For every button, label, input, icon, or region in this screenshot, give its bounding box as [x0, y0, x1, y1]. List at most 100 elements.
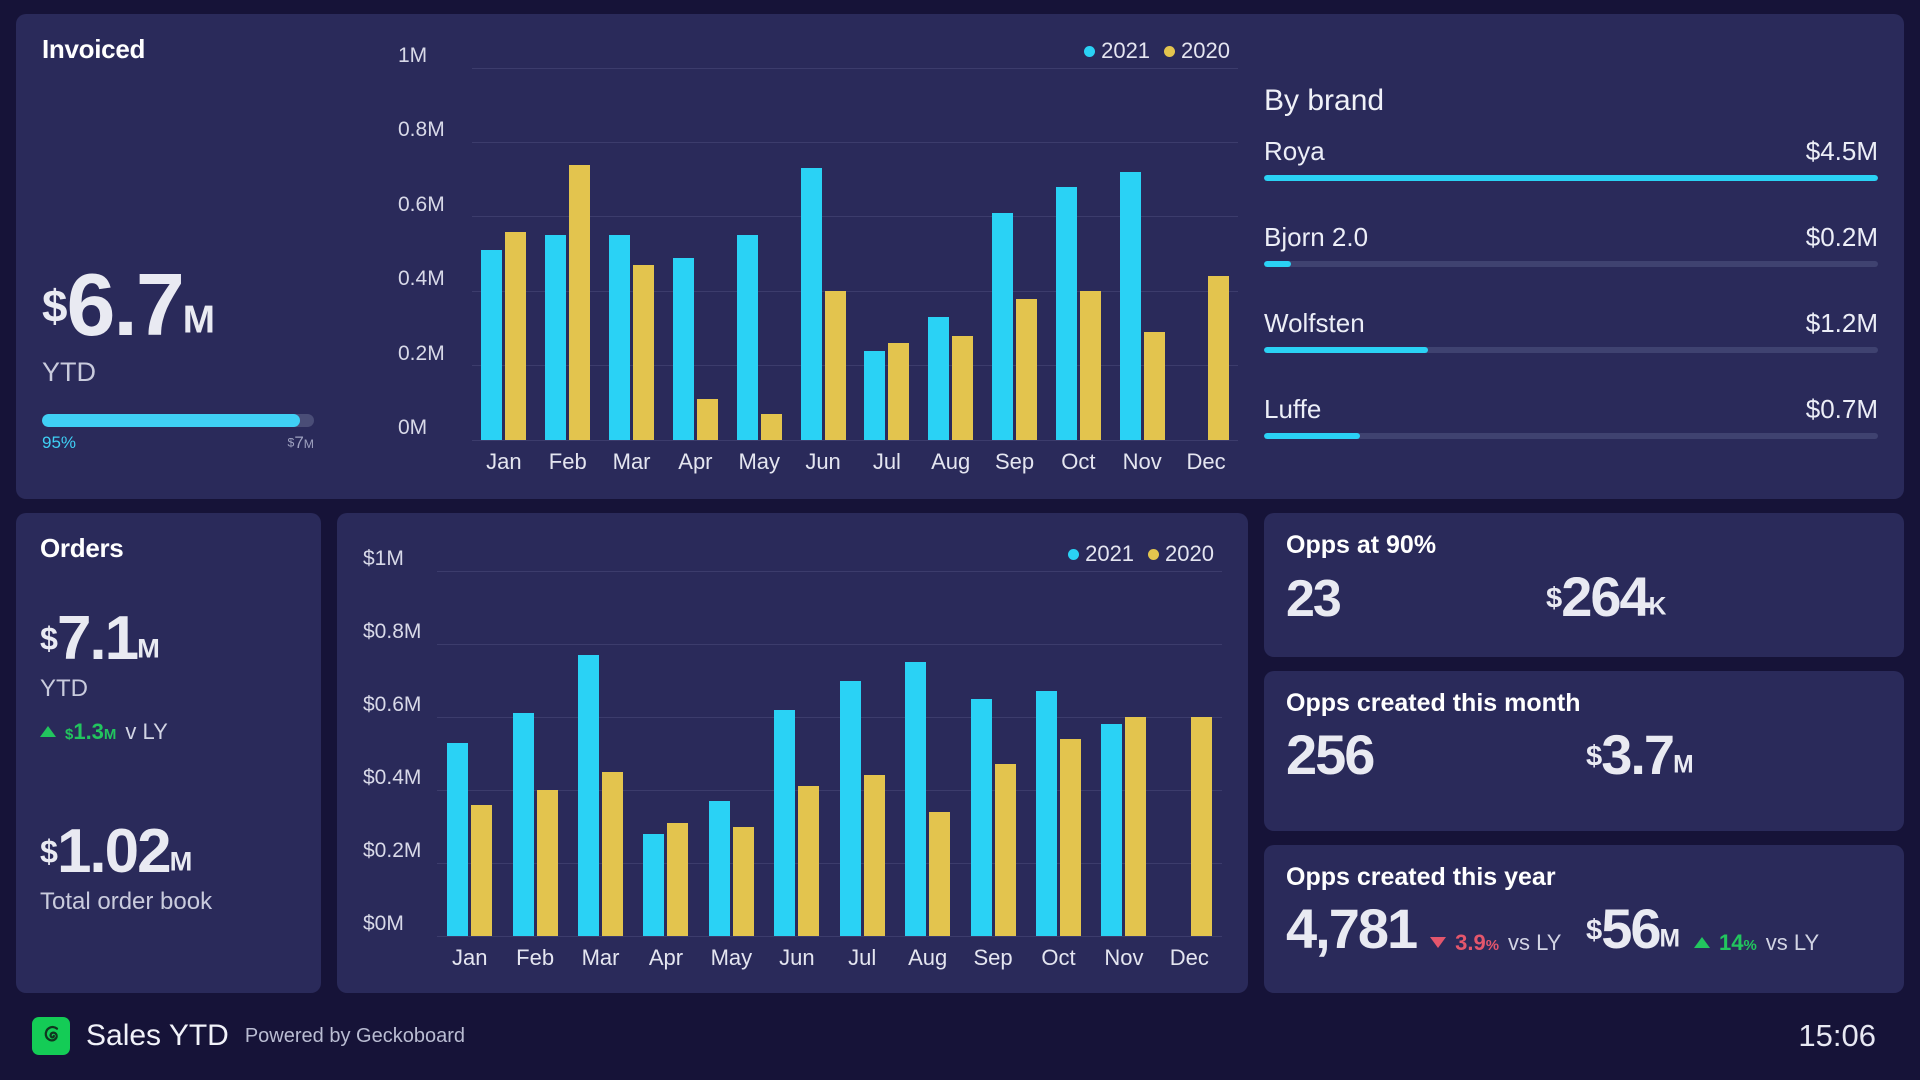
bar-2021 [970, 698, 992, 936]
x-axis-tick-label: Aug [931, 449, 971, 474]
gridline [472, 67, 1238, 69]
bar-2021 [1055, 187, 1077, 440]
bar-2020 [1207, 276, 1229, 440]
invoiced-value: $6.7M [42, 261, 372, 349]
gridline [437, 716, 1222, 718]
bar-2021 [992, 213, 1014, 440]
legend-label: 2021 [1085, 541, 1135, 566]
bar-group [663, 68, 727, 440]
progress-goal-currency: $ [287, 435, 295, 450]
brand-name: Luffe [1264, 394, 1322, 424]
legend-dot-icon [1164, 45, 1176, 57]
brand-value: $0.2M [1805, 222, 1878, 252]
bar-2021 [736, 235, 758, 440]
bar-group [895, 571, 960, 936]
opps-metric-1-value: 4,781 [1286, 897, 1418, 960]
invoiced-card: Invoiced $6.7M YTD 95% $7M [16, 14, 1904, 499]
bar-2021 [512, 713, 534, 936]
bar-2020 [1016, 298, 1038, 440]
progress-goal-value: 7 [294, 433, 304, 452]
opps-metric-1: 256 [1286, 726, 1586, 782]
bar-2020 [929, 811, 951, 936]
orders-kpi-1: $7.1M YTD $1.3M v LY [40, 608, 297, 745]
y-axis-tick-label: 0.8M [398, 118, 445, 142]
brand-head: Wolfsten $1.2M [1264, 308, 1878, 339]
bar-2021 [578, 654, 600, 936]
bar-group [633, 571, 698, 936]
y-axis-tick-label: $0M [363, 912, 404, 935]
orders-number: 7.1 [56, 604, 139, 673]
bar-2021 [839, 680, 861, 936]
x-axis-tick-label: Sep [973, 945, 1013, 970]
orders-chart: 2021 2020 $0M $0.2M $0.4M $0.6M $0.8M $1M Jan F… [363, 537, 1222, 971]
brand-name: Roya [1264, 136, 1325, 166]
bar-2021 [672, 257, 694, 440]
bar-2020 [505, 231, 527, 440]
brand-fill [1264, 347, 1428, 353]
brand-row: Luffe $0.7M [1264, 394, 1878, 439]
bar-2020 [798, 786, 820, 936]
bar-group [764, 571, 829, 936]
opps-card: Opps at 90% 23 $264K [1264, 513, 1904, 657]
bar-2020 [602, 771, 624, 936]
x-axis-tick-label: Dec [1186, 449, 1226, 474]
brand-value: $1.2M [1805, 308, 1878, 338]
x-axis-tick-label: May [738, 449, 780, 474]
gridline [472, 141, 1238, 143]
invoiced-progress: 95% $7M [42, 414, 314, 453]
y-axis-tick-label: 0.4M [398, 267, 445, 291]
footer-brand: Sales YTD Powered by Geckoboard [32, 1017, 465, 1055]
x-axis-tick-label: Apr [648, 945, 684, 970]
legend-dot-icon [1068, 548, 1080, 560]
x-axis-tick-label: Nov [1104, 945, 1144, 970]
x-axis-tick-label: Jan [486, 449, 522, 474]
bar-group [568, 571, 633, 936]
bar-2020 [667, 822, 689, 936]
orders-delta-suffix: M [103, 725, 117, 743]
x-axis-tick-label: Jan [451, 945, 488, 970]
bar-group [919, 68, 983, 440]
bar-2021 [447, 742, 469, 936]
opps-card: Opps created this year 4,781 3.9% vs LY $56M… [1264, 845, 1904, 993]
by-brand-list: Roya $4.5M Bjorn 2.0 $0.2M Wolfsten $1.2M Luff… [1264, 136, 1878, 475]
opps-metric-1: 23 [1286, 573, 1546, 625]
legend-item: 2021 [1068, 541, 1134, 567]
y-axis-tick-label: $1M [363, 547, 404, 570]
y-axis-tick-label: $0.6M [363, 693, 422, 716]
x-axis-tick-label: Jul [848, 945, 877, 970]
opps-delta: 14% vs LY [1694, 930, 1819, 956]
orders-suffix: M [137, 632, 160, 664]
opps-metric-2: $3.7M [1586, 727, 1694, 783]
legend-label: 2020 [1165, 541, 1214, 566]
bar-2020 [824, 291, 846, 440]
bar-2020 [1060, 738, 1081, 936]
gridline [437, 643, 1222, 645]
gridline [472, 365, 1238, 367]
opps-delta-value: 14% [1719, 929, 1757, 955]
chart-x-axis: Jan Feb Mar Apr May Jun Jul Aug Sep Oct Nov Dec [398, 449, 1238, 475]
progress-track [42, 414, 314, 427]
invoiced-chart: 2021 2020 0M 0.2M 0.4M 0.6M 0.8M 1M Jan Feb Mar A… [398, 34, 1238, 475]
y-axis-tick-label: $0.8M [363, 620, 422, 643]
bar-2021 [800, 168, 822, 440]
x-axis-tick-label: Mar [612, 449, 651, 474]
bar-2021 [643, 833, 665, 936]
y-axis-tick-label: $0.4M [363, 766, 422, 789]
top-row: Invoiced $6.7M YTD 95% $7M [16, 14, 1904, 499]
progress-goal-suffix: M [303, 437, 314, 451]
x-axis-tick-label: Dec [1169, 945, 1209, 970]
geckoboard-logo-icon [32, 1017, 70, 1055]
bar-group [1026, 571, 1091, 936]
bar-group [1157, 571, 1222, 936]
orders-delta-number: 1.3 [73, 718, 104, 744]
brand-head: Luffe $0.7M [1264, 394, 1878, 425]
bar-2021 [1119, 172, 1141, 440]
bar-group [1110, 68, 1174, 440]
bar-2020 [952, 335, 974, 440]
bar-2021 [609, 235, 631, 440]
gridline [437, 570, 1222, 572]
order-book-value: $1.02M [40, 820, 297, 882]
x-axis-tick-label: Oct [1041, 945, 1076, 970]
bar-group [1091, 571, 1156, 936]
order-book-sublabel: Total order book [40, 887, 213, 915]
